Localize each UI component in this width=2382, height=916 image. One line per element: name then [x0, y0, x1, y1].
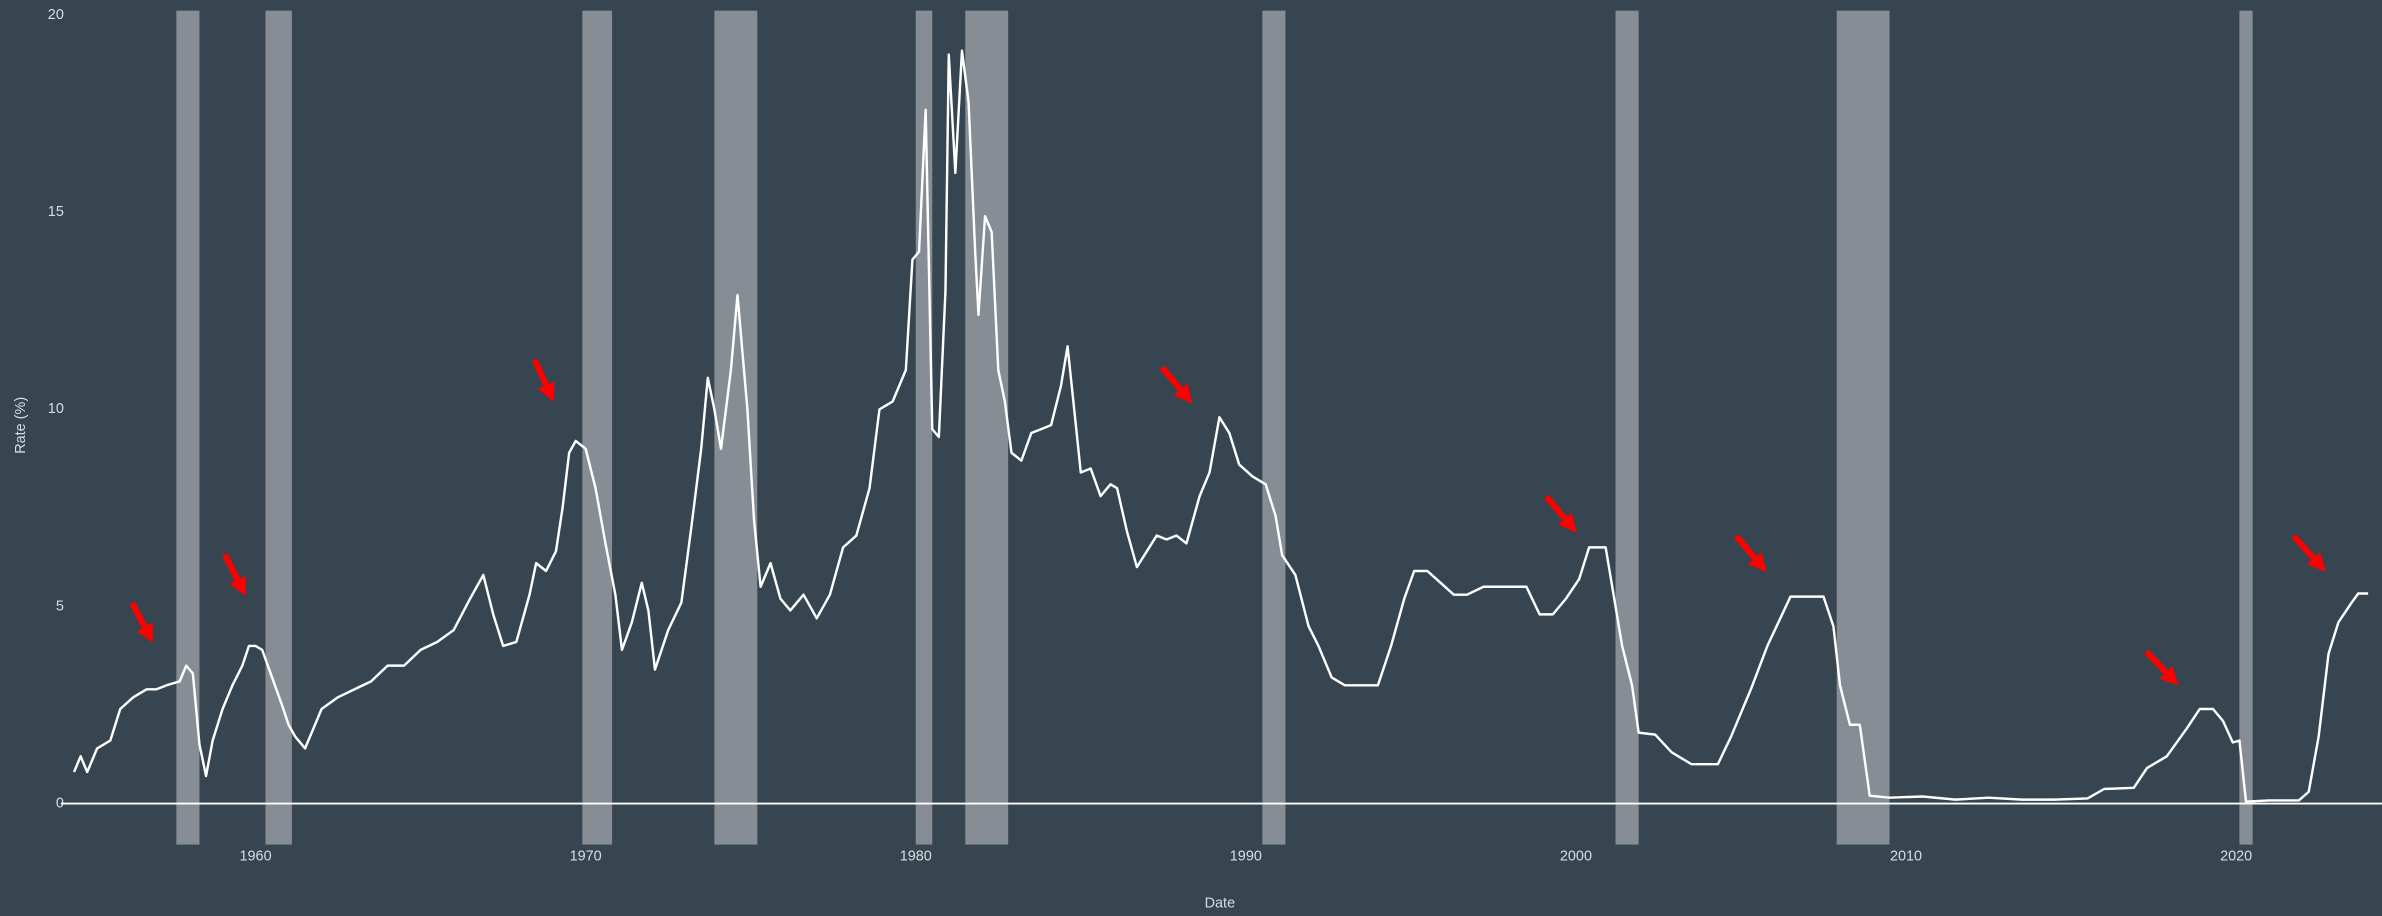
- recession-band: [265, 10, 292, 845]
- arrow: [222, 553, 246, 597]
- arrow: [1159, 365, 1193, 404]
- recession-band: [965, 10, 1009, 845]
- rate-line: [72, 49, 2369, 803]
- x-tick-label: 2000: [1560, 849, 1592, 865]
- arrow: [1544, 494, 1577, 533]
- recession-bands: [176, 10, 2253, 845]
- arrow: [1734, 534, 1767, 573]
- arrow: [2144, 649, 2179, 686]
- recession-band: [1615, 10, 1639, 845]
- x-axis-label: Date: [1205, 896, 1235, 912]
- recession-band: [1262, 10, 1286, 845]
- y-axis-label: Rate (%): [13, 397, 29, 454]
- recession-band: [1836, 10, 1890, 845]
- y-tick-label: 20: [48, 7, 64, 23]
- y-tick-label: 5: [56, 598, 64, 614]
- x-tick-label: 1960: [240, 849, 272, 865]
- axes: 0 5 10 15 20 1960 1970 1980 1990 2000 2010 2020: [48, 7, 2382, 865]
- arrows: [129, 358, 2326, 686]
- x-tick-label: 2020: [2220, 849, 2252, 865]
- y-tick-label: 15: [48, 204, 64, 220]
- x-tick-label: 1990: [1230, 849, 1262, 865]
- plot: [72, 49, 2369, 803]
- x-tick-label: 2010: [1890, 849, 1922, 865]
- recession-band: [2239, 10, 2253, 845]
- x-tick-label: 1980: [900, 849, 932, 865]
- recession-band: [714, 10, 758, 845]
- y-tick-label: 0: [56, 795, 64, 811]
- y-tick-label: 10: [48, 401, 64, 417]
- arrow: [531, 358, 555, 402]
- recession-band: [176, 10, 200, 845]
- arrow: [2291, 534, 2326, 572]
- recession-band: [582, 10, 613, 845]
- arrow: [129, 601, 154, 644]
- x-tick-label: 1970: [570, 849, 602, 865]
